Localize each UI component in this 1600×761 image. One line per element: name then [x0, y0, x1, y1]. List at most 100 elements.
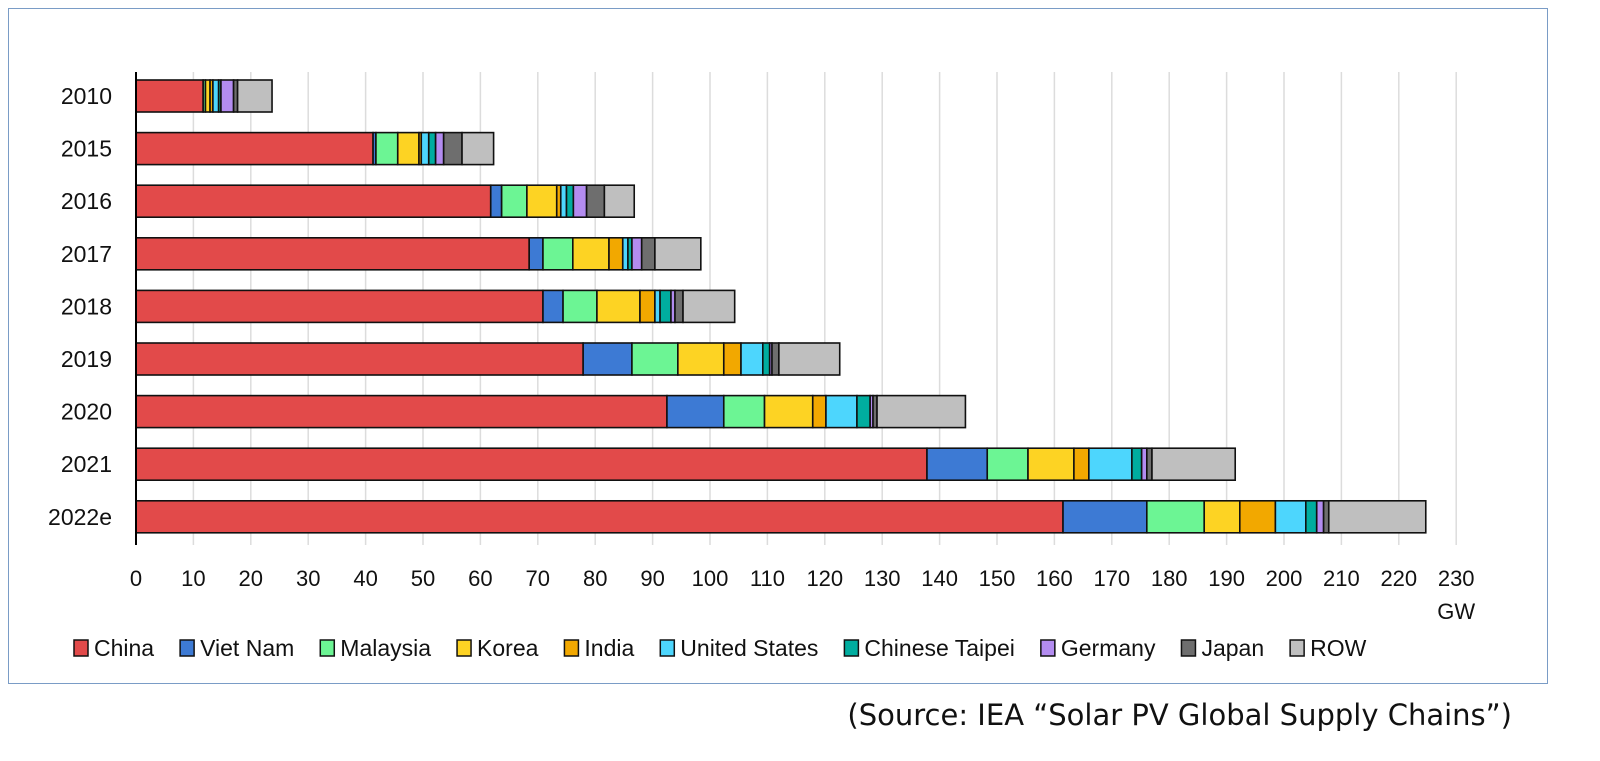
bar-group-2020 — [135, 394, 967, 429]
legend-label: United States — [680, 635, 818, 661]
x-tick-label: 230 — [1438, 566, 1475, 591]
bar-segment-china — [135, 447, 928, 482]
bar-segment-chinese-taipei — [762, 342, 771, 376]
bar-segment-row — [876, 394, 967, 429]
bar-group-2018 — [135, 289, 736, 324]
bar-segment-viet-nam — [582, 342, 633, 376]
x-tick-label: 0 — [130, 566, 142, 591]
category-label: 2018 — [61, 293, 112, 319]
legend-swatch — [843, 639, 860, 657]
bar-segment-united-states — [1088, 447, 1133, 482]
category-label: 2020 — [61, 399, 112, 425]
legend-swatch — [659, 639, 676, 657]
bar-segment-germany — [1315, 499, 1325, 534]
bar-segment-india — [722, 342, 742, 376]
legend-swatch — [179, 639, 195, 657]
legend-label: Germany — [1061, 635, 1156, 661]
legend-item-korea: Korea — [456, 635, 539, 661]
x-tick-label: 60 — [468, 566, 492, 591]
bar-segment-china — [135, 237, 530, 271]
bar-segment-row — [1327, 499, 1427, 534]
bar-segment-united-states — [1274, 499, 1307, 534]
x-tick-label: 20 — [239, 566, 263, 591]
bar-segment-united-states — [740, 342, 764, 376]
legend-swatch — [1180, 639, 1197, 657]
legend-item-india: India — [563, 635, 635, 661]
x-tick-label: 130 — [864, 566, 901, 591]
bar-group-2017 — [135, 237, 702, 271]
bar-segment-united-states — [212, 79, 220, 113]
bar-group-2019 — [135, 342, 841, 376]
x-tick-label: 160 — [1036, 566, 1073, 591]
bar-group-2022e — [135, 499, 1427, 534]
bar-segment-japan — [674, 289, 684, 324]
bar-segment-india — [639, 289, 656, 324]
bar-segment-china — [135, 79, 204, 113]
bar-segment-malaysia — [375, 131, 399, 166]
x-tick-label: 150 — [979, 566, 1016, 591]
bar-segment-chinese-taipei — [1131, 447, 1143, 482]
x-tick-label: 70 — [526, 566, 550, 591]
legend-label: Korea — [477, 635, 539, 661]
bars — [135, 79, 1427, 534]
x-tick-label: 190 — [1208, 566, 1245, 591]
bar-group-2016 — [135, 184, 636, 218]
category-label: 2015 — [61, 136, 112, 162]
bar-segment-germany — [631, 237, 643, 271]
bar-group-2010 — [135, 79, 273, 113]
category-label: 2017 — [61, 241, 112, 267]
legend-item-viet-nam: Viet Nam — [179, 635, 294, 661]
x-tick-label: 170 — [1093, 566, 1130, 591]
legend-label: India — [584, 635, 634, 661]
legend-item-united-states: United States — [659, 635, 818, 661]
bar-segment-japan — [585, 184, 606, 218]
legend-swatch — [73, 639, 89, 657]
bar-segment-chinese-taipei — [659, 289, 672, 324]
bar-group-2015 — [135, 131, 495, 166]
x-tick-label: 90 — [640, 566, 664, 591]
x-tick-label: 210 — [1323, 566, 1360, 591]
legend: China Viet Nam Malaysia Korea India United St… — [73, 635, 1367, 661]
bar-segment-malaysia — [722, 394, 766, 429]
bar-segment-chinese-taipei — [565, 184, 575, 218]
category-label: 2021 — [61, 451, 112, 477]
bar-segment-china — [135, 131, 374, 166]
bar-segment-korea — [677, 342, 725, 376]
legend-swatch — [456, 639, 472, 657]
legend-label: Japan — [1201, 635, 1264, 661]
bar-segment-row — [682, 289, 736, 324]
bar-segment-korea — [396, 131, 420, 166]
bar-segment-malaysia — [542, 237, 574, 271]
bar-segment-japan — [640, 237, 656, 271]
x-tick-label: 180 — [1151, 566, 1188, 591]
bar-segment-row — [1151, 447, 1237, 482]
legend-swatch — [563, 639, 580, 657]
bar-segment-germany — [434, 131, 445, 166]
bar-segment-korea — [1203, 499, 1241, 534]
legend-item-chinese-taipei: Chinese Taipei — [843, 635, 1015, 661]
bar-segment-korea — [763, 394, 814, 429]
source-note: (Source: IEA “Solar PV Global Supply Cha… — [847, 698, 1512, 732]
x-tick-label: 110 — [750, 566, 785, 591]
bar-segment-row — [778, 342, 841, 376]
legend-item-china: China — [73, 635, 154, 661]
bar-segment-united-states — [825, 394, 858, 429]
bar-segment-germany — [572, 184, 588, 218]
x-tick-label: 80 — [583, 566, 607, 591]
bar-segment-malaysia — [1146, 499, 1206, 534]
x-tick-labels: 0 10 20 30 40 50 60 70 80 90 100 110 120 130 140 150 160… — [130, 566, 1475, 591]
bar-segment-china — [135, 394, 668, 429]
bar-segment-india — [811, 394, 827, 429]
x-tick-label: 50 — [411, 566, 435, 591]
bar-segment-india — [1239, 499, 1277, 534]
bar-segment-viet-nam — [542, 289, 564, 324]
legend-label: China — [94, 635, 154, 661]
bar-segment-malaysia — [986, 447, 1029, 482]
bar-segment-row — [654, 237, 702, 271]
x-tick-label: 120 — [806, 566, 843, 591]
category-label: 2019 — [61, 346, 112, 372]
bar-segment-germany — [220, 79, 235, 113]
category-labels: 2010 2015 2016 2017 2018 2019 2020 2021 2022e — [48, 83, 112, 530]
x-tick-label: 220 — [1380, 566, 1417, 591]
